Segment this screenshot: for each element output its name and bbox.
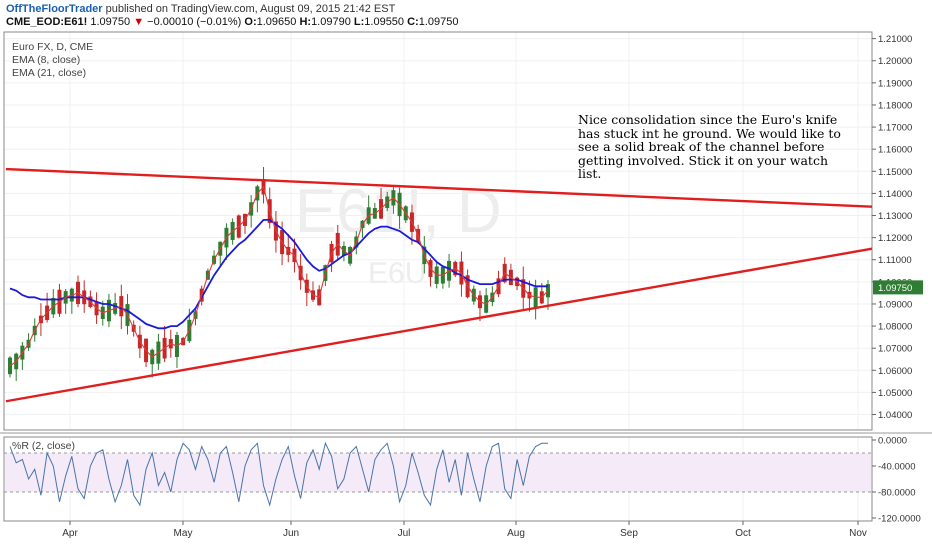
price-tick-label: 1.18000 <box>878 100 912 111</box>
price-tick-label: 1.14000 <box>878 189 912 200</box>
legend-williams-r[interactable]: %R (2, close) <box>12 440 76 452</box>
time-tick-label: May <box>174 528 193 539</box>
price-tick-label: 1.13000 <box>878 211 912 222</box>
ema-lines <box>9 185 549 367</box>
price-tick-label: 1.20000 <box>878 56 912 67</box>
price-tick-label: 1.06000 <box>878 366 912 377</box>
close-value: 1.09750 <box>418 16 459 28</box>
wr-tick-label: -80.0000 <box>878 488 916 499</box>
high-value: 1.09790 <box>311 16 351 28</box>
symbol-label: CME_EOD:E61! <box>6 16 88 28</box>
price-tick-label: 1.04000 <box>878 410 912 421</box>
chart-header: OffTheFloorTrader published on TradingVi… <box>0 0 932 30</box>
lower-support-trendline <box>5 247 873 403</box>
open-value: 1.09650 <box>256 16 297 28</box>
price-tick-label: 1.09000 <box>878 299 912 310</box>
time-tick-label: Jul <box>398 528 411 539</box>
close-label: C: <box>407 16 419 28</box>
ema8-line <box>9 185 549 367</box>
price-tick-label: 1.16000 <box>878 145 912 156</box>
last-price: 1.09750 <box>90 16 131 28</box>
wr-tick-label: 0.0000 <box>878 436 907 447</box>
time-tick-label: Aug <box>507 528 525 539</box>
last-price-label: 1.09750 <box>878 283 912 294</box>
price-tick-label: 1.11000 <box>878 255 912 266</box>
time-tick-label: Apr <box>62 528 78 539</box>
indicator-panel-frame <box>3 436 873 522</box>
chart-annotation[interactable]: Nice consolidation since the Euro's knif… <box>578 112 841 181</box>
price-axis[interactable]: 1.21000 1.20000 1.19000 1.18000 1.17000 1.160… <box>872 34 923 421</box>
change-down-icon: ▼ <box>133 16 145 28</box>
legend-instrument[interactable]: Euro FX, D, CME <box>12 41 94 53</box>
upper-resistance-trendline <box>5 167 873 208</box>
low-label: L: <box>353 16 365 28</box>
panel-frames <box>0 31 932 522</box>
price-tick-label: 1.12000 <box>878 233 912 244</box>
wr-tick-label: -40.0000 <box>878 462 916 473</box>
time-axis[interactable]: Apr May Jun Jul Aug Sep Oct Nov <box>62 521 867 539</box>
time-tick-label: Nov <box>849 528 867 539</box>
ohlc-line: CME_EOD:E61! 1.09750 ▼ −0.00010 (−0.01%)… <box>6 16 458 28</box>
time-tick-label: Sep <box>620 528 638 539</box>
price-tick-label: 1.07000 <box>878 344 912 355</box>
candle-body <box>546 284 550 298</box>
author-link[interactable]: OffTheFloorTrader <box>6 3 103 15</box>
low-value: 1.09550 <box>364 16 405 28</box>
ema21-line <box>9 218 548 330</box>
open-label: O: <box>244 16 257 28</box>
publish-info: published on TradingView.com, August 09,… <box>105 3 396 15</box>
price-change: −0.00010 (−0.01%) <box>147 16 242 28</box>
grid-lines <box>4 32 872 521</box>
williams-r-line <box>9 441 548 507</box>
publish-line: OffTheFloorTrader published on TradingVi… <box>6 3 395 15</box>
legend-ema21[interactable]: EMA (21, close) <box>12 67 87 79</box>
wr-tick-label: -120.0000 <box>878 514 921 525</box>
price-tick-label: 1.15000 <box>878 167 912 178</box>
williams-r-panel: 0.0000 -40.0000 -80.0000 -120.0000 <box>4 436 921 525</box>
price-tick-label: 1.08000 <box>878 322 912 333</box>
price-tick-label: 1.21000 <box>878 34 912 45</box>
legend-ema8[interactable]: EMA (8, close) <box>12 54 81 66</box>
price-tick-label: 1.05000 <box>878 388 912 399</box>
price-tick-label: 1.17000 <box>878 123 912 134</box>
trendlines[interactable] <box>5 167 873 403</box>
time-tick-label: Oct <box>735 528 751 539</box>
last-price-tag <box>873 280 923 295</box>
time-tick-label: Jun <box>283 528 299 539</box>
high-label: H: <box>299 16 312 28</box>
overbought-oversold-band <box>5 453 871 492</box>
price-panel-frame <box>3 31 873 431</box>
price-tick-label: 1.19000 <box>878 78 912 89</box>
